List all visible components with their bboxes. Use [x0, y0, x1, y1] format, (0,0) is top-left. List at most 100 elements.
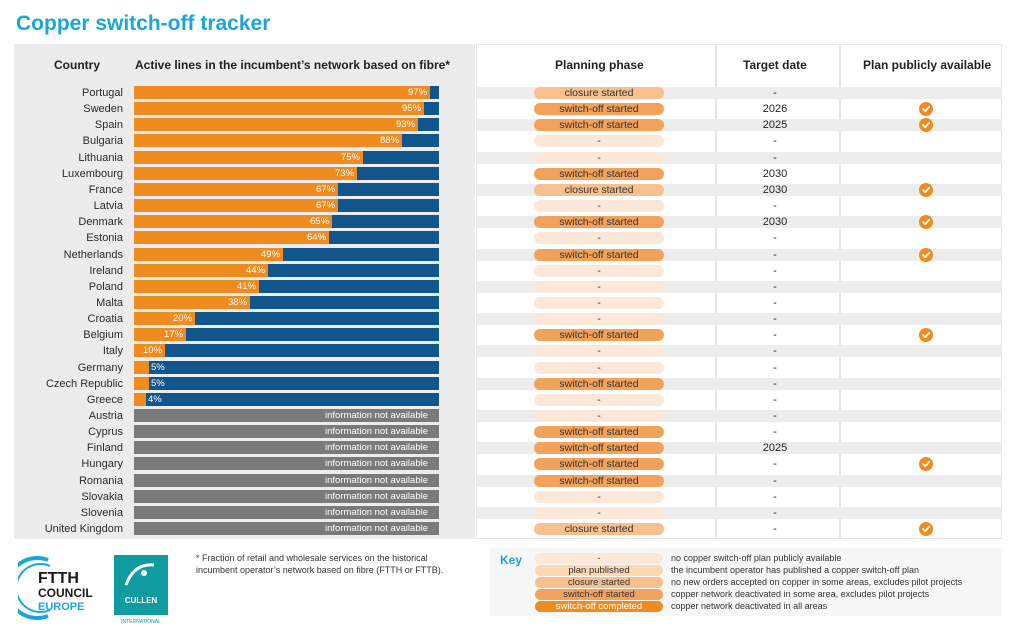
target-date-value: -: [773, 506, 777, 519]
key-description: the incumbent operator has published a c…: [671, 565, 919, 575]
country-label: Slovenia: [80, 506, 123, 519]
key-title: Key: [500, 553, 523, 567]
check-icon: [919, 457, 933, 472]
key-description: no new orders accepted on copper in some…: [671, 577, 963, 587]
bar-label-not-available: information not available: [325, 474, 428, 486]
target-date-value: 2030: [762, 183, 788, 196]
target-date-value: 2030: [762, 216, 788, 229]
bar-fibre: [134, 86, 430, 99]
country-label: Luxembourg: [61, 167, 123, 180]
bar-remaining: [195, 312, 439, 326]
bar-fibre: [134, 263, 268, 277]
country-label: Latvia: [93, 200, 123, 213]
bar-fibre: [134, 376, 149, 390]
target-date-value: -: [773, 458, 777, 471]
bar-label-not-available: information not available: [325, 490, 428, 502]
bar-value-label: 38%: [228, 296, 248, 308]
bar-value-label: 41%: [237, 280, 257, 292]
planning-phase-pill: closure started: [534, 523, 664, 536]
planning-phase-pill: switch-off started: [534, 474, 664, 487]
bar-fibre: [134, 295, 250, 309]
bar-remaining: [149, 376, 439, 390]
bar-fibre: [134, 166, 357, 180]
target-date-value: -: [773, 345, 777, 358]
country-label: Malta: [96, 296, 123, 309]
target-date-value: -: [773, 280, 777, 293]
country-label: Austria: [88, 410, 123, 422]
country-label: Netherlands: [63, 248, 123, 261]
country-label: Denmark: [78, 216, 123, 229]
bar-remaining: [357, 166, 439, 180]
planning-phase-pill: switch-off started: [534, 103, 664, 116]
country-label: Croatia: [87, 313, 123, 326]
target-date-value: 2025: [762, 119, 788, 132]
bar-label-not-available: information not available: [325, 426, 428, 438]
country-label: Poland: [88, 280, 123, 293]
target-date-value: -: [773, 410, 777, 422]
target-date-value: -: [773, 523, 777, 536]
bar-remaining: [165, 344, 439, 358]
country-label: Lithuania: [78, 151, 123, 164]
target-date-value: 2026: [762, 103, 788, 116]
planning-phase-pill: switch-off started: [534, 426, 664, 439]
target-date-value: -: [773, 87, 777, 99]
bar-remaining: [268, 263, 439, 277]
country-label: Spain: [94, 119, 123, 132]
target-date-value: -: [773, 248, 777, 261]
bar-value-label: 95%: [402, 103, 422, 115]
planning-phase-pill: switch-off started: [534, 377, 664, 390]
planning-phase-pill: -: [534, 410, 664, 422]
bar-value-label: 5%: [151, 361, 165, 373]
bar-fibre: [134, 182, 338, 196]
key-description: no copper switch-off plan publicly avail…: [671, 553, 842, 563]
ftth-logo-text: FTTH: [38, 570, 79, 587]
bar-fibre: [134, 102, 424, 116]
planning-phase-pill: closure started: [534, 183, 664, 196]
target-date-value: -: [773, 393, 777, 406]
bar-fibre: [134, 247, 283, 261]
bar-fibre: [134, 118, 418, 132]
target-date-value: -: [773, 377, 777, 390]
bar-fibre: [134, 312, 195, 326]
check-icon: [919, 118, 933, 133]
bar-not-available: [134, 489, 439, 503]
planning-phase-pill: switch-off started: [534, 458, 664, 471]
planning-phase-pill: -: [534, 232, 664, 245]
planning-phase-pill: switch-off started: [534, 442, 664, 455]
ftth-logo-arc-icon: [18, 556, 51, 620]
planning-phase-pill: -: [534, 151, 664, 164]
country-label: Slovakia: [81, 490, 123, 503]
bar-remaining: [332, 215, 439, 229]
bar-label-not-available: information not available: [325, 458, 428, 470]
planning-phase-pill: -: [534, 313, 664, 326]
country-label: United Kingdom: [44, 523, 123, 536]
bar-value-label: 20%: [173, 313, 193, 325]
bar-remaining: [402, 134, 439, 148]
planning-phase-pill: switch-off started: [534, 119, 664, 132]
country-label: Bulgaria: [82, 135, 123, 148]
planning-phase-pill: switch-off started: [534, 248, 664, 261]
header-target-date: Target date: [743, 58, 807, 72]
country-label: Hungary: [81, 458, 123, 471]
planning-phase-pill: -: [534, 361, 664, 374]
check-icon: [919, 247, 933, 262]
target-date-value: -: [773, 329, 777, 342]
bar-remaining: [283, 247, 439, 261]
bar-fibre: [134, 279, 259, 293]
page-title: Copper switch-off tracker: [16, 12, 271, 35]
header-plan-public: Plan publicly available: [863, 58, 992, 72]
planning-phase-pill: switch-off started: [534, 329, 664, 342]
header-planning-phase: Planning phase: [555, 58, 644, 72]
planning-phase-pill: -: [534, 490, 664, 503]
bar-remaining: [338, 199, 439, 213]
key-description: copper network deactivated in all areas: [671, 601, 828, 611]
country-label: Cyprus: [88, 426, 123, 439]
bar-value-label: 4%: [148, 393, 162, 405]
target-date-value: -: [773, 135, 777, 148]
bar-not-available: [134, 425, 439, 439]
target-date-value: 2025: [762, 442, 788, 455]
target-date-value: -: [773, 426, 777, 439]
bar-value-label: 65%: [310, 216, 330, 228]
target-date-value: -: [773, 232, 777, 245]
bar-remaining: [250, 295, 439, 309]
